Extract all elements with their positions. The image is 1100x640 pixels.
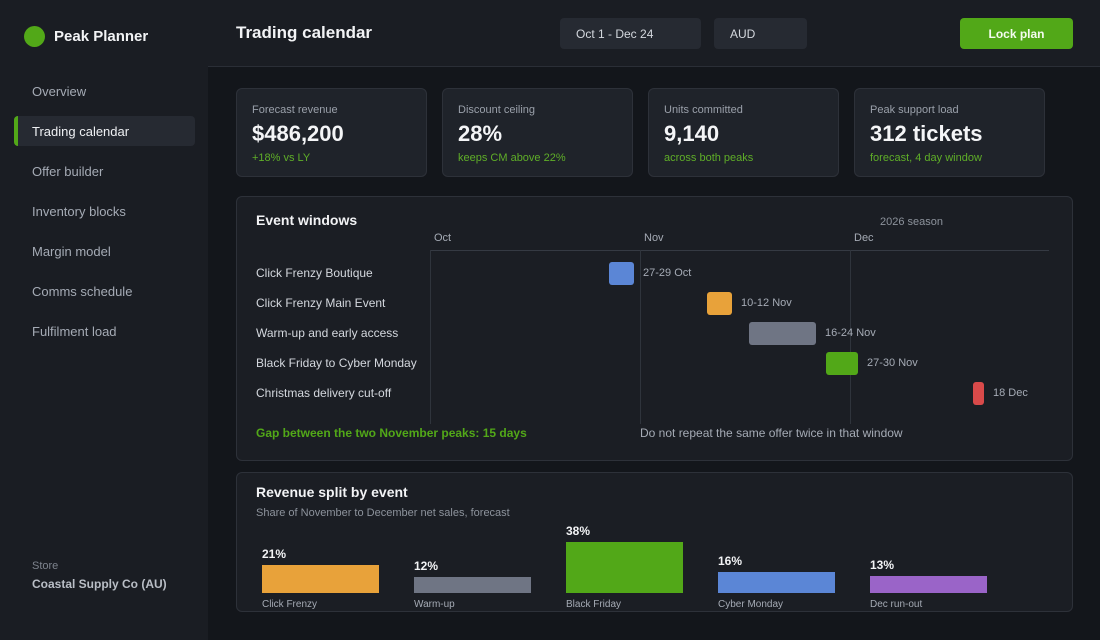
timeline-axis	[430, 250, 1049, 251]
currency-select[interactable]: AUD	[714, 18, 807, 49]
kpi-delta: across both peaks	[664, 152, 754, 164]
revenue-share-label: 38%	[566, 524, 591, 538]
sidebar-item-margin-model[interactable]: Margin model	[32, 243, 111, 259]
kpi-value: $486,200	[252, 121, 344, 146]
kpi-value: 28%	[458, 121, 503, 146]
kpi-label: Discount ceiling	[458, 104, 536, 116]
event-windows-title: Event windows	[256, 212, 358, 228]
kpi-card-discount-ceiling: Discount ceiling 28% keeps CM above 22%	[442, 88, 633, 177]
kpi-label: Units committed	[664, 104, 743, 116]
brand[interactable]: Peak Planner	[24, 26, 148, 47]
kpi-label: Forecast revenue	[252, 104, 338, 116]
revenue-bar-black-friday	[566, 542, 683, 593]
kpi-card-forecast-revenue: Forecast revenue $486,200 +18% vs LY	[236, 88, 427, 177]
event-windows-panel: Event windows 2026 season Oct Nov Dec Cl…	[236, 196, 1073, 461]
month-label-dec: Dec	[854, 232, 874, 244]
sidebar: Peak Planner Overview Trading calendar O…	[0, 0, 208, 640]
month-divider	[850, 250, 851, 424]
revenue-share-label: 16%	[718, 553, 743, 568]
sidebar-item-comms-schedule[interactable]: Comms schedule	[32, 283, 133, 299]
event-bar-warm-up[interactable]	[749, 322, 816, 345]
event-date-label: 27-30 Nov	[867, 357, 918, 369]
sidebar-item-fulfilment-load[interactable]: Fulfilment load	[32, 323, 117, 339]
event-date-label: 27-29 Oct	[643, 267, 692, 279]
revenue-bar-dec-run-out	[870, 575, 987, 593]
kpi-delta: keeps CM above 22%	[458, 152, 566, 164]
month-label-oct: Oct	[434, 232, 452, 244]
sidebar-item-inventory-blocks[interactable]: Inventory blocks	[32, 203, 126, 219]
gap-note: Gap between the two November peaks: 15 d…	[256, 426, 527, 440]
event-bar-click-frenzy-boutique[interactable]	[609, 262, 634, 285]
page-title: Trading calendar	[236, 23, 373, 42]
kpi-label: Peak support load	[870, 104, 959, 116]
revenue-share-label: 12%	[414, 558, 439, 573]
brand-name: Peak Planner	[54, 28, 149, 45]
revenue-bar-warm-up	[414, 576, 531, 593]
event-label: Black Friday to Cyber Monday	[256, 356, 417, 370]
sidebar-item-trading-calendar[interactable]: Trading calendar	[14, 116, 195, 146]
event-date-label: 10-12 Nov	[741, 297, 792, 309]
store-name[interactable]: Coastal Supply Co (AU)	[32, 577, 167, 591]
sidebar-nav: Overview Trading calendar Offer builder …	[14, 76, 195, 356]
kpi-value: 9,140	[664, 121, 720, 146]
event-bar-click-frenzy-main-event[interactable]	[707, 292, 732, 315]
kpi-value: 312 tickets	[870, 121, 983, 146]
revenue-split-panel: Revenue split by event Share of November…	[236, 472, 1073, 612]
lock-plan-button[interactable]: Lock plan	[960, 18, 1073, 49]
top-header: Trading calendar Oct 1 - Dec 24 AUD Lock…	[208, 0, 1100, 67]
event-bar-christmas-cut-off[interactable]	[973, 382, 984, 405]
sidebar-item-overview[interactable]: Overview	[32, 83, 87, 99]
revenue-split-title: Revenue split by event	[256, 484, 408, 500]
revenue-split-subtitle: Share of November to December net sales,…	[256, 507, 510, 519]
revenue-category-label: Click Frenzy	[262, 599, 318, 610]
season-label: 2026 season	[880, 216, 943, 228]
event-bar-black-friday[interactable]	[826, 352, 858, 375]
event-label: Click Frenzy Main Event	[256, 296, 386, 310]
revenue-share-label: 13%	[870, 557, 895, 572]
revenue-category-label: Dec run-out	[870, 599, 923, 610]
store-info: Store Coastal Supply Co (AU)	[32, 560, 167, 591]
offer-warning-note: Do not repeat the same offer twice in th…	[640, 426, 903, 440]
date-range-picker[interactable]: Oct 1 - Dec 24	[560, 18, 701, 49]
kpi-delta: forecast, 4 day window	[870, 152, 982, 164]
month-divider	[640, 250, 641, 424]
month-divider	[430, 250, 431, 424]
revenue-category-label: Cyber Monday	[718, 599, 784, 610]
event-label: Christmas delivery cut-off	[256, 386, 392, 400]
revenue-category-label: Black Friday	[566, 599, 622, 610]
revenue-bar-cyber-monday	[718, 571, 835, 593]
event-label: Click Frenzy Boutique	[256, 266, 373, 280]
revenue-category-label: Warm-up	[414, 599, 455, 610]
store-label: Store	[32, 560, 59, 572]
brand-logo-icon	[24, 26, 45, 47]
revenue-share-label: 21%	[262, 546, 287, 561]
kpi-card-peak-support-load: Peak support load 312 tickets forecast, …	[854, 88, 1045, 177]
event-date-label: 18 Dec	[993, 387, 1028, 399]
kpi-delta: +18% vs LY	[252, 152, 311, 164]
sidebar-item-offer-builder[interactable]: Offer builder	[32, 163, 104, 179]
event-label: Warm-up and early access	[256, 326, 399, 340]
kpi-card-units-committed: Units committed 9,140 across both peaks	[648, 88, 839, 177]
revenue-bar-click-frenzy	[262, 564, 379, 593]
event-date-label: 16-24 Nov	[825, 327, 876, 339]
month-label-nov: Nov	[644, 232, 664, 244]
